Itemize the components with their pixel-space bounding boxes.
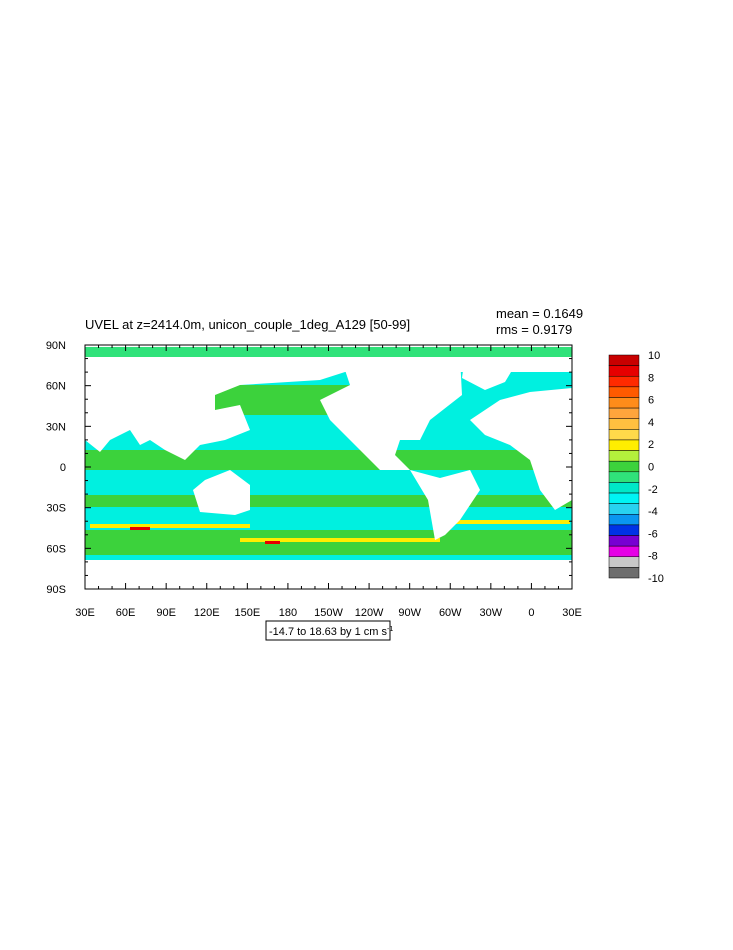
colorbar-label: 2 — [648, 439, 654, 451]
y-tick-label: 90N — [46, 340, 66, 352]
mean-label: mean = 0.1649 — [496, 306, 583, 321]
y-tick-label: 60S — [46, 543, 66, 555]
arctic-ocean — [85, 347, 572, 357]
eurasia — [85, 357, 355, 460]
green-band — [85, 450, 572, 470]
colorbar-box — [608, 375, 640, 388]
strong-flow — [130, 527, 150, 530]
colorbar-label: 0 — [648, 462, 654, 474]
colorbar-box — [608, 439, 640, 451]
north-america — [320, 357, 462, 470]
strong-flow — [450, 520, 570, 524]
colorbar-box — [608, 429, 640, 441]
colorbar-box — [608, 418, 640, 430]
colorbar-box — [608, 482, 640, 494]
colorbar-box — [608, 567, 640, 579]
colorbar-box — [608, 545, 640, 558]
colorbar-box — [608, 450, 640, 462]
colorbar-label: 10 — [648, 350, 660, 362]
x-tick-label: 30E — [562, 607, 582, 619]
colorbar-label: 8 — [648, 372, 654, 384]
x-tick-label: 30W — [480, 607, 503, 619]
colorbar-label: 6 — [648, 395, 654, 407]
colorbar-box — [608, 503, 640, 515]
colorbar-box — [608, 556, 640, 568]
colorbar-label: 4 — [648, 417, 654, 429]
colorbar-box — [608, 386, 640, 398]
colorbar-box — [608, 514, 640, 526]
y-tick-label: 60N — [46, 381, 66, 393]
africa-europe — [470, 388, 572, 510]
x-tick-label: 60E — [116, 607, 136, 619]
colorbar-box — [608, 471, 640, 483]
info-superscript: -1 — [387, 626, 393, 633]
x-tick-label: 120W — [355, 607, 384, 619]
x-tick-label: 90E — [156, 607, 176, 619]
colorbar-box — [608, 460, 640, 473]
y-tick-label: 90S — [46, 584, 66, 596]
x-tick-label: 120E — [194, 607, 220, 619]
strong-flow — [240, 538, 440, 542]
colorbar-box — [608, 524, 640, 536]
x-tick-label: 30E — [75, 607, 95, 619]
colorbar-label: -6 — [648, 528, 658, 540]
x-tick-label: 90W — [398, 607, 421, 619]
x-tick-label: 150E — [234, 607, 260, 619]
green-band — [85, 495, 572, 507]
colorbar-box — [608, 354, 640, 366]
colorbar-box — [608, 492, 640, 504]
colorbar-label: -8 — [648, 551, 658, 563]
australia — [193, 470, 250, 515]
land — [85, 357, 572, 589]
field — [85, 347, 572, 589]
x-tick-label: 60W — [439, 607, 462, 619]
strong-flow — [265, 541, 280, 544]
info-box — [265, 620, 391, 641]
colorbar-box — [608, 365, 640, 377]
y-tick-label: 0 — [60, 462, 66, 474]
info-label: -14.7 to 18.63 by 1 cm s-1 — [269, 626, 393, 638]
colorbar-box — [608, 535, 640, 547]
title: UVEL at z=2414.0m, unicon_couple_1deg_A1… — [85, 317, 410, 332]
colorbar-label: -10 — [648, 573, 664, 585]
colorbar-box — [608, 397, 640, 409]
y-tick-label: 30N — [46, 421, 66, 433]
y-tick-label: 30S — [46, 503, 66, 515]
greenland — [462, 357, 520, 390]
x-tick-label: 150W — [314, 607, 343, 619]
x-tick-label: 0 — [528, 607, 534, 619]
green-band — [85, 530, 572, 555]
colorbar-label: -4 — [648, 506, 658, 518]
colorbar-box — [608, 407, 640, 419]
antarctica — [85, 560, 572, 589]
info-text: -14.7 to 18.63 by 1 cm s — [269, 626, 388, 638]
strong-flow — [90, 524, 250, 528]
rms-label: rms = 0.9179 — [496, 322, 572, 337]
south-america — [410, 470, 480, 540]
colorbar-label: -2 — [648, 484, 658, 496]
x-tick-label: 180 — [279, 607, 297, 619]
